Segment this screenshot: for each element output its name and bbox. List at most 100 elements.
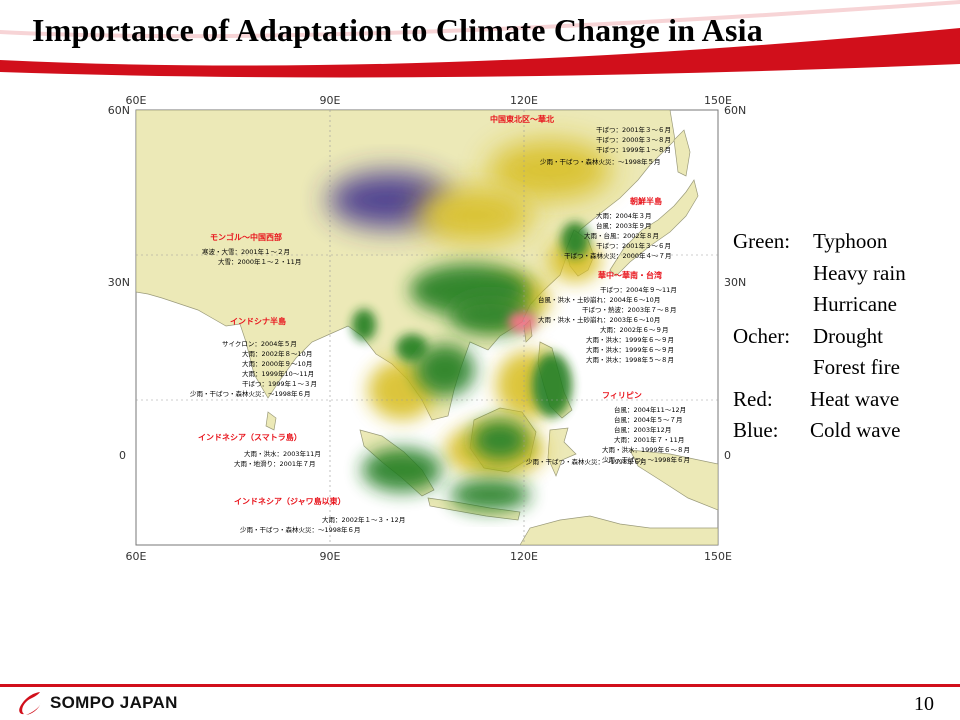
region-label-java: インドネシア（ジャワ島以東） xyxy=(234,496,346,506)
legend-row-green-3: Hurricane xyxy=(733,289,906,321)
page-number: 10 xyxy=(914,693,934,715)
event-indochina-4: 干ばつ：1999年１～３月 xyxy=(242,379,317,388)
region-label-sumatra: インドネシア（スマトラ島） xyxy=(198,432,302,442)
region-label-indochina: インドシナ半島 xyxy=(230,316,286,326)
lon-bottom-150e: 150E xyxy=(704,550,732,563)
event-south-china-6: 大雨・洪水：1999年６～９月 xyxy=(586,345,674,354)
lat-left-60n: 60N xyxy=(108,104,130,117)
green-rain-sumatra xyxy=(362,448,442,492)
event-south-china-7: 大雨・洪水：1998年５～８月 xyxy=(586,355,674,364)
lon-top-60e: 60E xyxy=(126,94,147,107)
legend-item-heat-wave: Heat wave xyxy=(810,386,900,411)
event-philippines-4: 大雨・洪水：1999年６～８月 xyxy=(602,445,690,454)
climate-event-map: 中国東北区～華北 干ばつ：2001年３～６月 干ばつ：2000年３～８月 干ばつ… xyxy=(108,94,746,563)
legend-row-ocher-2: Forest fire xyxy=(733,352,906,384)
legend-key-blue: Blue: xyxy=(733,418,779,442)
land-new-guinea xyxy=(629,449,718,511)
legend-item-forest-fire: Forest fire xyxy=(813,355,900,379)
green-rain-korea xyxy=(561,222,589,258)
legend-item-hurricane: Hurricane xyxy=(813,292,897,316)
event-korea-2: 大雨・台風：2002年８月 xyxy=(584,231,659,240)
legend-item-heavy-rain: Heavy rain xyxy=(813,260,906,285)
land-japan xyxy=(609,179,699,277)
event-south-china-4: 大雨：2002年６～９月 xyxy=(600,325,669,334)
sompo-logo-icon xyxy=(19,692,41,715)
lon-top-90e: 90E xyxy=(320,94,341,107)
green-rain-bengal xyxy=(396,334,428,362)
event-korea-3: 干ばつ：2001年３～６月 xyxy=(596,241,671,250)
event-south-china-5: 大雨・洪水：1999年６～９月 xyxy=(586,335,674,344)
ocher-drought-west-china xyxy=(417,187,533,243)
lon-bottom-90e: 90E xyxy=(320,550,341,563)
lat-right-60n: 60N xyxy=(724,104,746,117)
green-rain-philippines xyxy=(532,353,572,417)
legend-row-ocher: Ocher: Drought xyxy=(733,321,906,353)
event-korea-1: 台風：2003年９月 xyxy=(596,221,652,230)
region-label-mongolia: モンゴル～中国西部 xyxy=(210,232,282,242)
event-indochina-3: 大雨：1999年10～11月 xyxy=(242,369,314,378)
event-philippines-2: 台風：2003年12月 xyxy=(614,425,671,434)
event-mongolia-1: 大雪：2000年１～２・11月 xyxy=(218,257,301,266)
region-label-ne-china: 中国東北区～華北 xyxy=(490,114,554,124)
land-australia xyxy=(519,515,718,545)
green-rain-india xyxy=(352,309,376,341)
event-philippines-5: 少雨・干ばつ：～1998年６月 xyxy=(602,455,690,464)
green-rain-indochina xyxy=(415,344,475,396)
event-java-1: 少雨・干ばつ・森林火災：～1998年６月 xyxy=(240,525,361,534)
legend-item-typhoon: Typhoon xyxy=(813,229,888,253)
event-indochina-5: 少雨・干ばつ・森林火災：～1998年６月 xyxy=(190,389,311,398)
event-ne-china-2: 干ばつ：1999年１～８月 xyxy=(596,145,671,154)
event-indochina-2: 大雨：2000年９～10月 xyxy=(242,359,312,368)
land-sri-lanka xyxy=(265,411,277,431)
event-sumatra-1: 大雨・地滑り：2001年７月 xyxy=(234,459,316,468)
event-korea-0: 大雨：2004年３月 xyxy=(596,211,652,220)
legend-row-blue: Blue: Cold wave xyxy=(733,415,906,447)
region-label-korea: 朝鮮半島 xyxy=(630,196,662,206)
land-sakhalin xyxy=(673,129,691,177)
lat-right-30n: 30N xyxy=(724,276,746,289)
event-ne-china-3: 少雨・干ばつ・森林火災：～1998年５月 xyxy=(540,157,661,166)
sompo-japan-logo: SOMPO JAPAN xyxy=(14,688,178,718)
legend-key-ocher: Ocher: xyxy=(733,323,791,348)
event-ne-china-0: 干ばつ：2001年３～６月 xyxy=(596,125,671,134)
legend-item-drought: Drought xyxy=(813,323,883,348)
event-mongolia-0: 寒波・大雪：2001年１～２月 xyxy=(202,247,290,256)
lat-left-0: 0 xyxy=(119,449,126,462)
footer-rule xyxy=(0,684,960,687)
event-sumatra-0: 大雨・洪水：2003年11月 xyxy=(244,449,321,458)
region-label-philippines: フィリピン xyxy=(602,390,642,400)
slide-title: Importance of Adaptation to Climate Chan… xyxy=(32,12,763,48)
map-graticule xyxy=(136,110,718,545)
event-philippines-0: 台風：2004年11～12月 xyxy=(614,405,686,414)
legend-item-cold-wave: Cold wave xyxy=(810,418,901,442)
legend-key-green: Green: xyxy=(733,229,791,253)
green-rain-borneo xyxy=(472,420,528,460)
lon-bottom-60e: 60E xyxy=(126,550,147,563)
event-indochina-0: サイクロン：2004年５月 xyxy=(222,339,297,348)
region-label-south-china: 華中～華南・台湾 xyxy=(598,270,662,280)
legend-row-green-2: Heavy rain xyxy=(733,258,906,290)
lon-bottom-120e: 120E xyxy=(510,550,538,563)
event-philippines-1: 台風：2004年５～７月 xyxy=(614,415,683,424)
event-indochina-1: 大雨：2002年８～10月 xyxy=(242,349,312,358)
event-ne-china-1: 干ばつ：2000年３～８月 xyxy=(596,135,671,144)
event-south-china-0: 干ばつ：2004年９～11月 xyxy=(600,285,677,294)
event-philippines-3: 大雨：2001年７・11月 xyxy=(614,435,684,444)
legend-key-red: Red: xyxy=(733,386,773,411)
land-sulawesi xyxy=(547,427,577,477)
header-swoosh xyxy=(0,0,960,78)
event-korea-4: 干ばつ・森林火災：2000年４～７月 xyxy=(564,251,672,260)
lon-top-120e: 120E xyxy=(510,94,538,107)
color-legend: Green: Typhoon Heavy rain Hurricane Oche… xyxy=(733,226,906,447)
lat-right-0: 0 xyxy=(724,449,731,462)
event-south-china-2: 干ばつ・熱波：2003年７～８月 xyxy=(582,305,677,314)
legend-row-green: Green: Typhoon xyxy=(733,226,906,258)
event-java-0: 大雨：2002年１～３・12月 xyxy=(322,515,405,524)
logo-text: SOMPO JAPAN xyxy=(50,693,178,712)
hazard-overlays xyxy=(328,140,612,511)
event-south-china-1: 台風・洪水・土砂崩れ：2004年６～10月 xyxy=(538,295,660,304)
event-borneo-drought: 少雨・干ばつ・森林火災：～1998年６月 xyxy=(526,457,647,466)
ocher-drought-north-china xyxy=(488,140,612,200)
green-rain-java xyxy=(450,479,530,511)
red-heat-wave-south-china xyxy=(508,312,536,332)
